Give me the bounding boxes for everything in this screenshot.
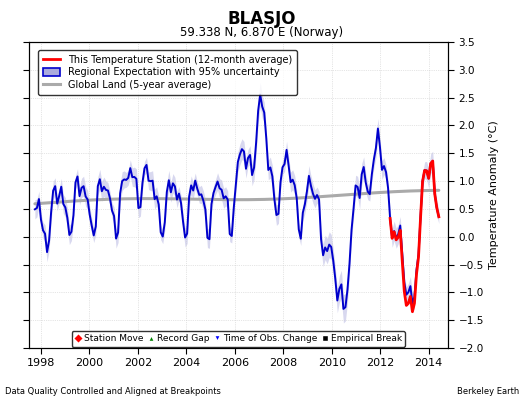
Text: Berkeley Earth: Berkeley Earth <box>456 387 519 396</box>
Text: 59.338 N, 6.870 E (Norway): 59.338 N, 6.870 E (Norway) <box>180 26 344 39</box>
Text: BLASJO: BLASJO <box>228 10 296 28</box>
Text: Data Quality Controlled and Aligned at Breakpoints: Data Quality Controlled and Aligned at B… <box>5 387 221 396</box>
Y-axis label: Temperature Anomaly (°C): Temperature Anomaly (°C) <box>489 121 499 269</box>
Legend: Station Move, Record Gap, Time of Obs. Change, Empirical Break: Station Move, Record Gap, Time of Obs. C… <box>72 331 405 346</box>
